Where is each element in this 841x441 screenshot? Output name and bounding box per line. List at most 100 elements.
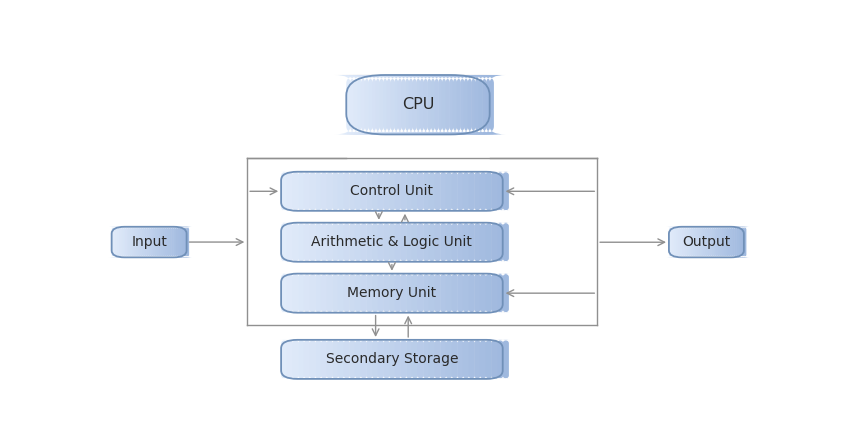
FancyBboxPatch shape	[372, 223, 378, 262]
FancyBboxPatch shape	[485, 223, 492, 262]
FancyBboxPatch shape	[497, 223, 504, 262]
FancyBboxPatch shape	[292, 223, 299, 262]
FancyBboxPatch shape	[417, 273, 424, 313]
FancyBboxPatch shape	[708, 227, 717, 258]
FancyBboxPatch shape	[394, 340, 401, 379]
FancyBboxPatch shape	[298, 273, 304, 313]
FancyBboxPatch shape	[315, 223, 322, 262]
FancyBboxPatch shape	[355, 273, 362, 313]
FancyBboxPatch shape	[474, 172, 481, 211]
FancyBboxPatch shape	[678, 227, 685, 258]
Text: Input: Input	[131, 235, 167, 249]
FancyBboxPatch shape	[292, 340, 299, 379]
FancyBboxPatch shape	[434, 75, 461, 135]
FancyBboxPatch shape	[355, 223, 362, 262]
FancyBboxPatch shape	[343, 172, 350, 211]
FancyBboxPatch shape	[386, 75, 414, 135]
FancyBboxPatch shape	[491, 273, 498, 313]
FancyBboxPatch shape	[684, 227, 691, 258]
FancyBboxPatch shape	[738, 227, 745, 258]
FancyBboxPatch shape	[452, 273, 458, 313]
FancyBboxPatch shape	[446, 340, 452, 379]
FancyBboxPatch shape	[398, 75, 425, 135]
FancyBboxPatch shape	[457, 223, 463, 262]
FancyBboxPatch shape	[350, 75, 377, 135]
FancyBboxPatch shape	[468, 273, 475, 313]
FancyBboxPatch shape	[449, 75, 476, 135]
FancyBboxPatch shape	[666, 227, 674, 258]
FancyBboxPatch shape	[339, 75, 366, 135]
FancyBboxPatch shape	[446, 273, 452, 313]
FancyBboxPatch shape	[378, 273, 384, 313]
FancyBboxPatch shape	[485, 273, 492, 313]
FancyBboxPatch shape	[174, 227, 182, 258]
FancyBboxPatch shape	[406, 172, 413, 211]
FancyBboxPatch shape	[343, 340, 350, 379]
FancyBboxPatch shape	[349, 172, 356, 211]
FancyBboxPatch shape	[315, 172, 322, 211]
Text: Output: Output	[682, 235, 731, 249]
FancyBboxPatch shape	[134, 227, 142, 258]
FancyBboxPatch shape	[141, 227, 150, 258]
FancyBboxPatch shape	[412, 75, 439, 135]
FancyBboxPatch shape	[457, 273, 463, 313]
FancyBboxPatch shape	[120, 227, 129, 258]
FancyBboxPatch shape	[474, 223, 481, 262]
FancyBboxPatch shape	[724, 227, 732, 258]
FancyBboxPatch shape	[372, 273, 378, 313]
FancyBboxPatch shape	[145, 227, 153, 258]
FancyBboxPatch shape	[711, 227, 718, 258]
FancyBboxPatch shape	[349, 223, 356, 262]
FancyBboxPatch shape	[502, 340, 510, 379]
FancyBboxPatch shape	[491, 340, 498, 379]
FancyBboxPatch shape	[128, 227, 136, 258]
FancyBboxPatch shape	[485, 340, 492, 379]
FancyBboxPatch shape	[151, 227, 159, 258]
FancyBboxPatch shape	[672, 227, 680, 258]
FancyBboxPatch shape	[184, 227, 192, 258]
FancyBboxPatch shape	[712, 227, 720, 258]
FancyBboxPatch shape	[353, 75, 380, 135]
FancyBboxPatch shape	[491, 223, 498, 262]
FancyBboxPatch shape	[361, 75, 388, 135]
FancyBboxPatch shape	[463, 172, 469, 211]
FancyBboxPatch shape	[281, 172, 288, 211]
FancyBboxPatch shape	[463, 340, 469, 379]
FancyBboxPatch shape	[735, 227, 743, 258]
Text: Secondary Storage: Secondary Storage	[325, 352, 458, 366]
FancyBboxPatch shape	[332, 172, 339, 211]
FancyBboxPatch shape	[417, 172, 424, 211]
FancyBboxPatch shape	[389, 172, 395, 211]
FancyBboxPatch shape	[315, 273, 322, 313]
FancyBboxPatch shape	[349, 340, 356, 379]
FancyBboxPatch shape	[406, 340, 413, 379]
FancyBboxPatch shape	[368, 75, 395, 135]
FancyBboxPatch shape	[304, 223, 310, 262]
FancyBboxPatch shape	[383, 223, 390, 262]
FancyBboxPatch shape	[703, 227, 711, 258]
FancyBboxPatch shape	[739, 227, 747, 258]
FancyBboxPatch shape	[440, 340, 447, 379]
FancyBboxPatch shape	[718, 227, 726, 258]
FancyBboxPatch shape	[706, 227, 715, 258]
FancyBboxPatch shape	[434, 273, 441, 313]
FancyBboxPatch shape	[163, 227, 171, 258]
FancyBboxPatch shape	[168, 227, 177, 258]
FancyBboxPatch shape	[335, 75, 362, 135]
FancyBboxPatch shape	[366, 223, 373, 262]
FancyBboxPatch shape	[674, 227, 682, 258]
FancyBboxPatch shape	[320, 172, 327, 211]
FancyBboxPatch shape	[442, 75, 468, 135]
FancyBboxPatch shape	[332, 273, 339, 313]
FancyBboxPatch shape	[452, 340, 458, 379]
FancyBboxPatch shape	[417, 340, 424, 379]
FancyBboxPatch shape	[366, 172, 373, 211]
FancyBboxPatch shape	[456, 75, 484, 135]
FancyBboxPatch shape	[109, 227, 117, 258]
FancyBboxPatch shape	[113, 227, 121, 258]
FancyBboxPatch shape	[178, 227, 186, 258]
FancyBboxPatch shape	[733, 227, 742, 258]
FancyBboxPatch shape	[155, 227, 163, 258]
FancyBboxPatch shape	[502, 273, 510, 313]
FancyBboxPatch shape	[320, 340, 327, 379]
